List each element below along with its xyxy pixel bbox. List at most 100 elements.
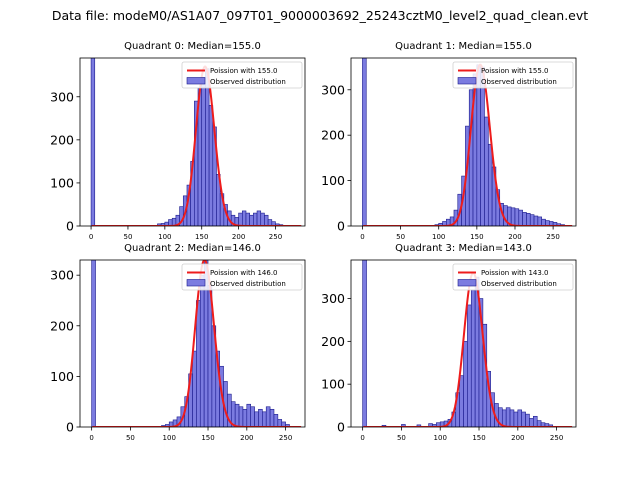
histogram-bar <box>246 403 251 427</box>
x-tick-label: 250 <box>550 434 563 442</box>
histogram-bar <box>238 212 243 226</box>
x-tick-label: 100 <box>434 434 447 442</box>
histogram-bar <box>476 64 481 226</box>
histogram-bar <box>265 406 271 427</box>
histogram-bar <box>245 212 250 226</box>
legend-bar-swatch <box>186 279 206 287</box>
x-tick-label: 200 <box>508 233 521 241</box>
poisson-curve <box>91 65 302 226</box>
histogram-bar <box>518 209 523 226</box>
axes-frame <box>79 57 306 227</box>
quadrant-3-panel: Quadrant 3: Median=143.0 0 50 100 150 200 250 0… <box>321 243 577 442</box>
x-tick-label: 0 <box>360 233 364 241</box>
legend-box <box>181 61 303 89</box>
y-tick-label: 300 <box>50 268 74 283</box>
histogram-bar <box>90 58 96 226</box>
histogram-bar <box>192 350 197 427</box>
y-tick-label: 100 <box>50 369 74 384</box>
histogram-bar <box>199 274 205 427</box>
x-tick-label: 0 <box>89 434 93 442</box>
histogram-bar <box>517 409 522 427</box>
x-tick-label: 250 <box>269 233 282 241</box>
x-tick-label: 50 <box>396 233 405 241</box>
histogram-bar <box>238 406 244 427</box>
legend: Poission with 143.0 Observed distribution <box>452 263 574 291</box>
histogram-bar <box>269 408 275 427</box>
legend-label-observed: Observed distribution <box>210 78 286 86</box>
y-tick-label: 300 <box>50 89 74 104</box>
histogram-bar <box>258 408 263 427</box>
histogram-bar <box>514 208 520 226</box>
y-tick-label: 100 <box>50 175 74 190</box>
histogram-bar <box>242 408 248 427</box>
y-tick-label: 300 <box>321 82 345 97</box>
histogram-bar <box>205 68 210 226</box>
poisson-curve <box>92 260 302 427</box>
histogram-bar <box>91 260 96 427</box>
x-tick-label: 200 <box>240 434 253 442</box>
histogram-bar <box>522 212 527 226</box>
histogram-bar <box>463 341 468 427</box>
histogram-bar <box>533 415 538 427</box>
histogram-bar <box>487 143 493 226</box>
poisson-curve <box>363 271 573 427</box>
histogram-bar <box>234 403 240 427</box>
y-tick-label: 200 <box>50 318 74 333</box>
histogram-bar <box>459 375 464 427</box>
x-tick-label: 50 <box>123 233 132 241</box>
histogram-bar <box>201 77 206 226</box>
x-tick-label: 100 <box>432 233 445 241</box>
histogram-bar <box>509 409 515 427</box>
legend-label-observed: Observed distribution <box>210 280 286 288</box>
histogram-bar <box>484 116 489 226</box>
histogram-bar <box>264 214 269 226</box>
quadrant-2-panel: Quadrant 2: Median=146.0 0 50 100 150 200 250 0… <box>50 243 306 442</box>
x-tick-label: 150 <box>201 434 214 442</box>
histogram-bar <box>510 207 516 226</box>
quadrant-2-title: Quadrant 2: Median=146.0 <box>124 243 261 254</box>
quadrant-3-title: Quadrant 3: Median=143.0 <box>395 243 532 254</box>
legend-label-poisson: Poission with 155.0 <box>481 67 549 75</box>
axes-frame <box>350 259 577 428</box>
histogram-bar <box>526 212 531 226</box>
histogram-bar <box>253 212 258 226</box>
y-tick-label: 0 <box>66 219 74 234</box>
legend-label-poisson: Poission with 143.0 <box>481 269 549 277</box>
histogram-bar <box>470 289 476 427</box>
histogram-bar <box>529 214 535 226</box>
quadrant-0-title: Quadrant 0: Median=155.0 <box>124 41 261 52</box>
y-tick-label: 300 <box>321 291 345 306</box>
legend-label-observed: Observed distribution <box>481 280 557 288</box>
histogram-bar <box>196 300 201 427</box>
histogram-bar <box>362 58 367 226</box>
histogram-bar <box>277 419 283 427</box>
poisson-curve <box>363 63 573 226</box>
legend: Poission with 155.0 Observed distribution <box>181 61 303 89</box>
legend-bar-swatch <box>457 279 477 287</box>
legend: Poission with 155.0 Observed distribution <box>452 61 574 89</box>
x-tick-label: 100 <box>158 233 171 241</box>
histogram-bar <box>249 214 254 226</box>
legend-label-poisson: Poission with 146.0 <box>210 269 278 277</box>
histogram-bar <box>541 218 546 226</box>
y-tick-label: 100 <box>321 377 345 392</box>
histogram-bar <box>262 411 267 427</box>
x-tick-label: 150 <box>470 233 483 241</box>
y-tick-label: 0 <box>337 219 345 234</box>
y-tick-label: 200 <box>321 334 345 349</box>
x-tick-label: 250 <box>279 434 292 442</box>
histogram-bar <box>254 411 259 427</box>
legend-bar-swatch <box>186 77 206 85</box>
quadrant-1-title: Quadrant 1: Median=155.0 <box>395 41 532 52</box>
histogram-bar <box>537 216 542 226</box>
histogram-bar <box>521 411 526 427</box>
histogram-bar <box>467 304 472 427</box>
histogram-bar <box>208 105 214 226</box>
histogram-bar <box>250 406 255 427</box>
legend-box <box>181 263 303 291</box>
x-tick-label: 50 <box>397 434 406 442</box>
x-tick-label: 0 <box>360 434 364 442</box>
histogram-bar <box>256 210 262 226</box>
legend-bar-swatch <box>457 77 477 85</box>
